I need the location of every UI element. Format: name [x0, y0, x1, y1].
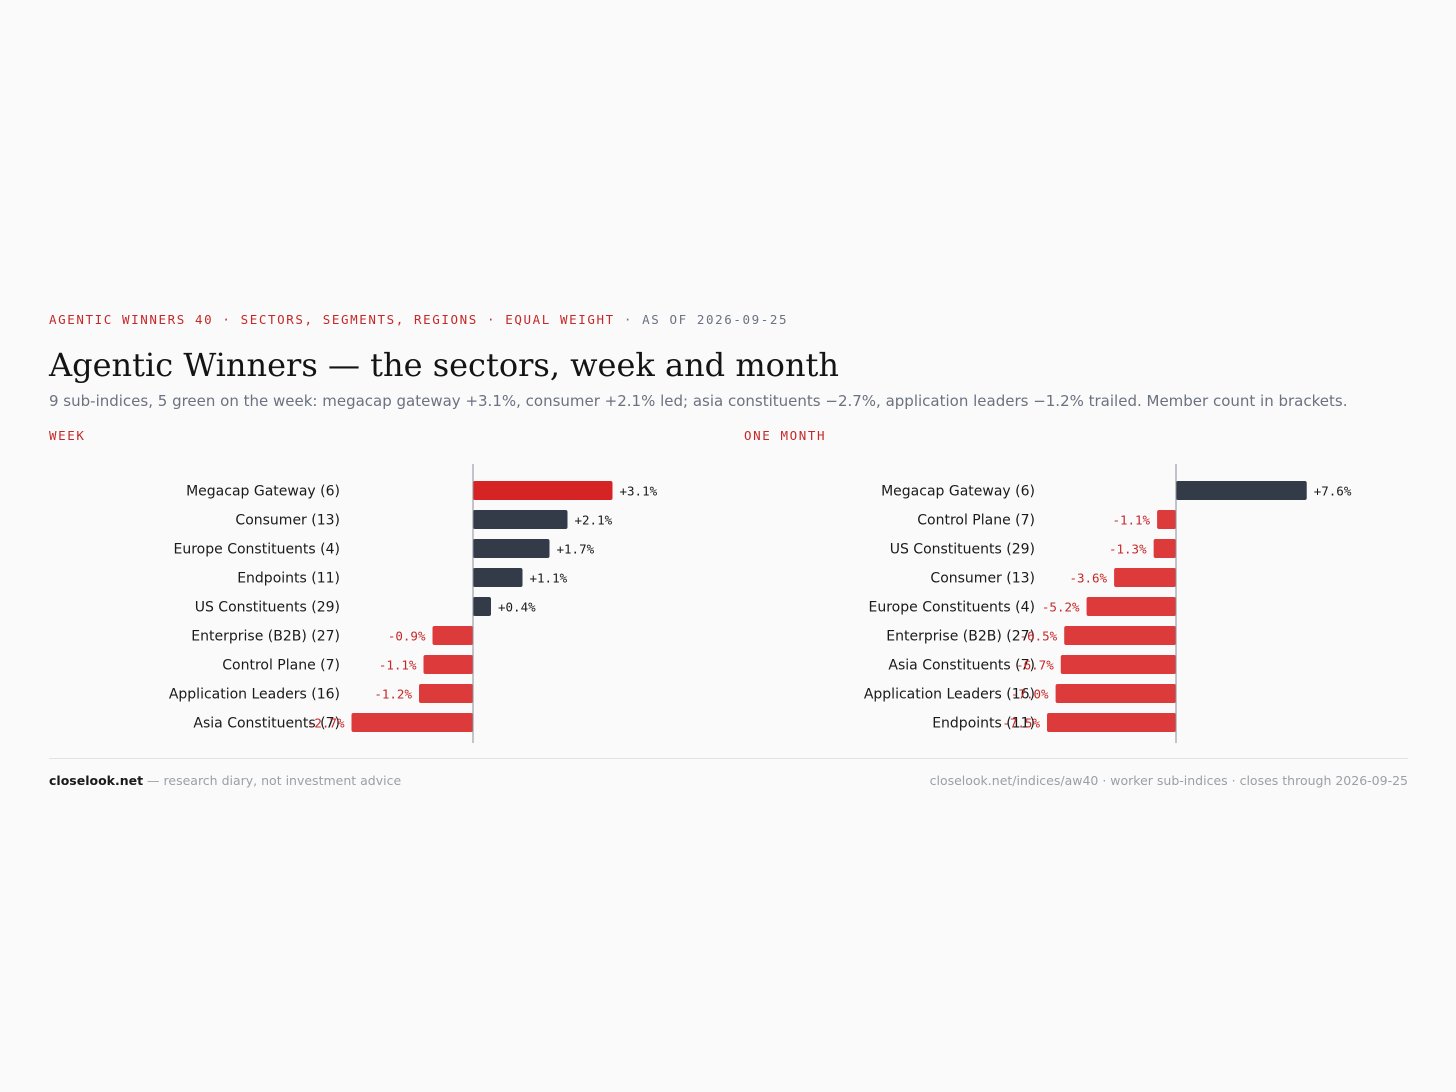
category-label: Megacap Gateway (6) — [881, 484, 1035, 500]
bar — [1114, 568, 1176, 587]
category-label: Application Leaders (16) — [864, 687, 1035, 703]
category-label: Megacap Gateway (6) — [186, 484, 340, 500]
bar — [1157, 510, 1176, 529]
week-panel: WEEK Megacap Gateway (6) +3.1% Consumer (1… — [49, 428, 709, 743]
value-label: -7.0% — [1011, 687, 1049, 702]
footer-source: closelook.net/indices/aw40 · worker sub-… — [929, 773, 1408, 788]
value-label: -1.3% — [1109, 542, 1147, 557]
category-label: Control Plane (7) — [222, 658, 340, 674]
category-label: Enterprise (B2B) (27) — [886, 629, 1035, 645]
kicker-date: · AS OF 2026-09-25 — [614, 312, 789, 327]
footer: closelook.net — research diary, not inve… — [49, 758, 1408, 795]
bar — [1176, 481, 1307, 500]
category-label: Endpoints (11) — [237, 571, 340, 587]
value-label: -5.2% — [1042, 600, 1080, 615]
category-label: Consumer (13) — [930, 571, 1035, 587]
category-label: Enterprise (B2B) (27) — [191, 629, 340, 645]
value-label: +0.4% — [498, 600, 536, 615]
bar — [473, 510, 568, 529]
value-label: +7.6% — [1314, 484, 1352, 499]
bar — [351, 713, 473, 732]
bar — [473, 597, 491, 616]
category-label: Endpoints (11) — [932, 716, 1035, 732]
value-label: -1.1% — [379, 658, 417, 673]
value-label: -0.9% — [388, 629, 426, 644]
week-panel-label: WEEK — [49, 428, 86, 443]
value-label: -1.1% — [1112, 513, 1150, 528]
bar — [1153, 539, 1176, 558]
value-label: -6.7% — [1016, 658, 1054, 673]
category-label: Consumer (13) — [235, 513, 340, 529]
value-label: +3.1% — [620, 484, 658, 499]
bar — [1047, 713, 1176, 732]
bar — [1055, 684, 1176, 703]
bar — [1086, 597, 1176, 616]
chart-panels: WEEK Megacap Gateway (6) +3.1% Consumer (1… — [49, 428, 1408, 743]
category-label: Application Leaders (16) — [169, 687, 340, 703]
value-label: -7.5% — [1002, 716, 1040, 731]
week-chart: Megacap Gateway (6) +3.1% Consumer (13) +2.… — [169, 464, 658, 743]
bar — [1060, 655, 1176, 674]
bar — [432, 626, 473, 645]
chart-card: AGENTIC WINNERS 40 · SECTORS, SEGMENTS, … — [49, 310, 1408, 788]
category-label: Asia Constituents (7) — [888, 658, 1035, 674]
bar — [1064, 626, 1176, 645]
category-label: Control Plane (7) — [917, 513, 1035, 529]
value-label: -2.7% — [307, 716, 345, 731]
value-label: +1.1% — [530, 571, 568, 586]
month-chart: Megacap Gateway (6) +7.6% Control Plane (7… — [864, 464, 1352, 743]
value-label: +1.7% — [557, 542, 595, 557]
category-label: Europe Constituents (4) — [174, 542, 340, 558]
category-label: Europe Constituents (4) — [869, 600, 1035, 616]
category-label: US Constituents (29) — [890, 542, 1035, 558]
page-title: Agentic Winners — the sectors, week and … — [49, 346, 840, 384]
value-label: -6.5% — [1020, 629, 1058, 644]
kicker-main: AGENTIC WINNERS 40 · SECTORS, SEGMENTS, … — [49, 312, 615, 327]
category-label: US Constituents (29) — [195, 600, 340, 616]
month-panel-label: ONE MONTH — [744, 428, 827, 443]
bar — [423, 655, 473, 674]
value-label: +2.1% — [575, 513, 613, 528]
footer-brand: closelook.net — [49, 773, 144, 788]
bar — [473, 568, 523, 587]
bar — [473, 481, 613, 500]
bar — [419, 684, 473, 703]
month-panel: ONE MONTH Megacap Gateway (6) +7.6% Contro… — [744, 428, 1404, 743]
value-label: -1.2% — [374, 687, 412, 702]
kicker: AGENTIC WINNERS 40 · SECTORS, SEGMENTS, … — [49, 310, 1408, 330]
page-subtitle: 9 sub-indices, 5 green on the week: mega… — [49, 392, 1348, 410]
category-label: Asia Constituents (7) — [193, 716, 340, 732]
footer-tagline: — research diary, not investment advice — [143, 773, 402, 788]
bar — [473, 539, 550, 558]
value-label: -3.6% — [1069, 571, 1107, 586]
